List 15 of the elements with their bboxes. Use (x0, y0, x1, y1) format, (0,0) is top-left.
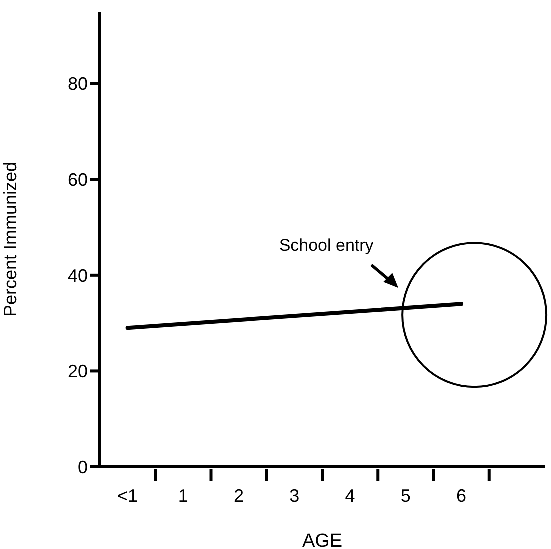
y-axis-title: Percent Immunized (0, 162, 20, 318)
y-tick-label: 60 (68, 170, 88, 190)
x-tick-label: 6 (456, 486, 467, 506)
x-tick-label: 2 (234, 486, 244, 506)
x-tick-label: 4 (345, 486, 356, 506)
x-tick-label: <1 (118, 486, 138, 506)
x-tick-label: 3 (290, 486, 300, 506)
y-tick-label: 0 (78, 457, 88, 478)
y-tick-label: 20 (68, 362, 88, 382)
annotation: School entry (279, 236, 374, 256)
x-axis-title: AGE (302, 531, 343, 549)
y-tick-label: 40 (68, 266, 88, 286)
x-tick-label: 5 (400, 486, 411, 506)
x-tick-label: 1 (178, 486, 188, 506)
y-tick-label: 80 (68, 74, 88, 94)
